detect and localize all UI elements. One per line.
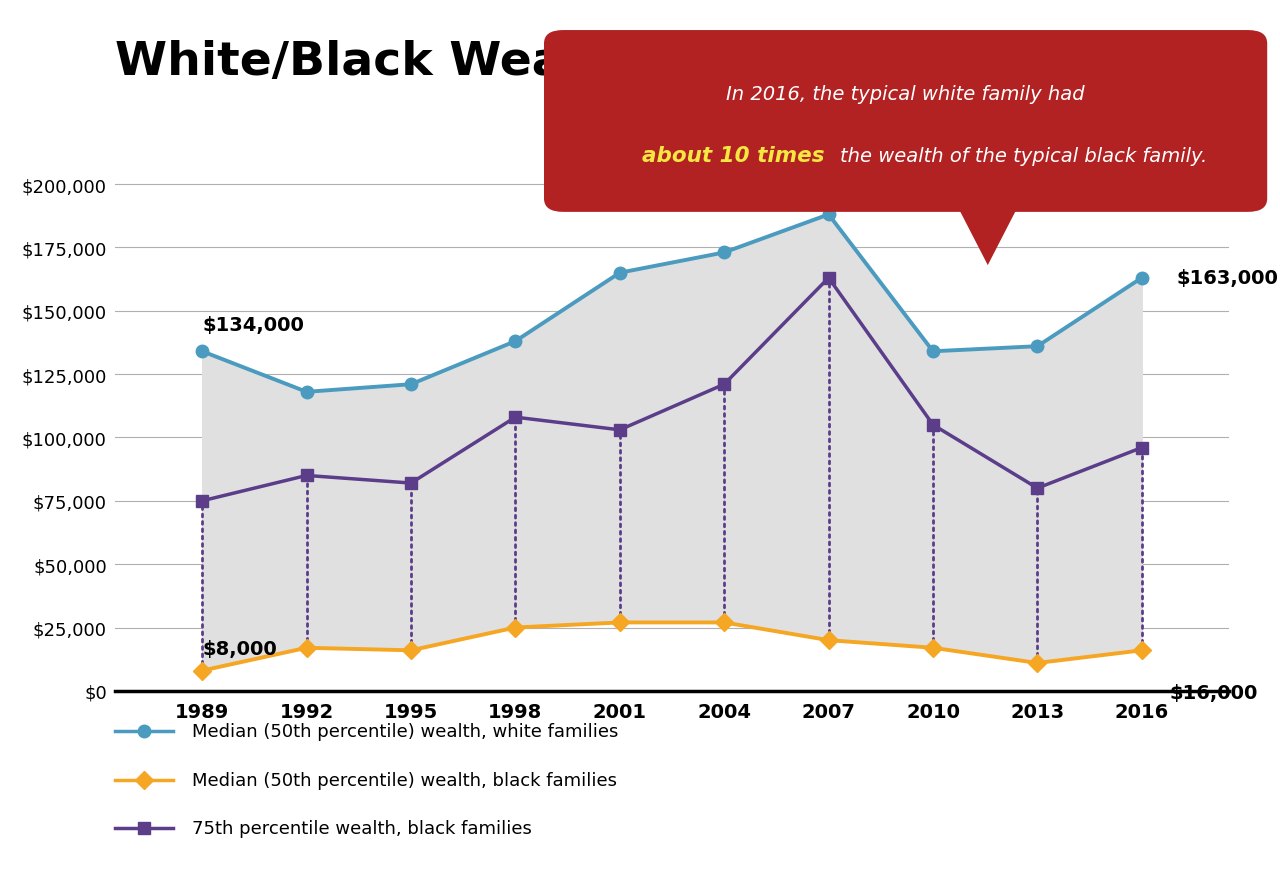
Text: about 10 times: about 10 times — [643, 146, 824, 166]
Text: 75th percentile wealth, black families: 75th percentile wealth, black families — [192, 820, 532, 837]
Text: Median (50th percentile) wealth, white families: Median (50th percentile) wealth, white f… — [192, 722, 618, 740]
Text: $8,000: $8,000 — [202, 639, 276, 658]
Text: In 2016, the typical white family had: In 2016, the typical white family had — [726, 84, 1085, 104]
Text: Median (50th percentile) wealth, black families: Median (50th percentile) wealth, black f… — [192, 771, 617, 789]
Text: $163,000: $163,000 — [1176, 269, 1279, 288]
Text: the wealth of the typical black family.: the wealth of the typical black family. — [841, 146, 1207, 166]
Text: White/Black Wealth Gap: White/Black Wealth Gap — [115, 40, 758, 85]
Text: $134,000: $134,000 — [202, 315, 305, 334]
Text: $16,000: $16,000 — [1170, 683, 1258, 703]
